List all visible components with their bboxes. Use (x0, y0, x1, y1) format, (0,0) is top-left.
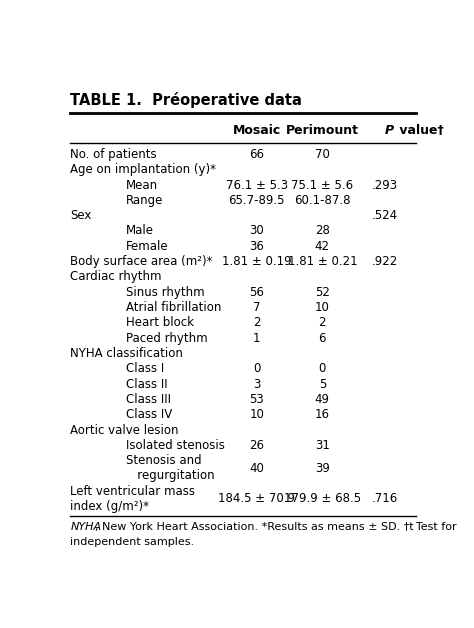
Text: independent samples.: independent samples. (70, 537, 194, 547)
Text: Left ventricular mass
index (g/m²)*: Left ventricular mass index (g/m²)* (70, 485, 195, 513)
Text: 0: 0 (253, 362, 260, 376)
Text: 65.7-89.5: 65.7-89.5 (228, 194, 285, 207)
Text: 76.1 ± 5.3: 76.1 ± 5.3 (226, 178, 288, 192)
Text: 30: 30 (249, 224, 264, 237)
Text: 5: 5 (319, 377, 326, 391)
Text: Heart block: Heart block (126, 317, 193, 329)
Text: NYHA: NYHA (70, 522, 101, 532)
Text: Sex: Sex (70, 209, 91, 222)
Text: 10: 10 (315, 301, 330, 314)
Text: 49: 49 (315, 393, 330, 406)
Text: 36: 36 (249, 240, 264, 253)
Text: 39: 39 (315, 462, 330, 475)
Text: 70: 70 (315, 148, 330, 161)
Text: 1.81 ± 0.19: 1.81 ± 0.19 (222, 255, 292, 268)
Text: 66: 66 (249, 148, 264, 161)
Text: Mean: Mean (126, 178, 158, 192)
Text: Atrial fibrillation: Atrial fibrillation (126, 301, 221, 314)
Text: Female: Female (126, 240, 168, 253)
Text: TABLE 1.  Préoperative data: TABLE 1. Préoperative data (70, 92, 302, 108)
Text: .716: .716 (371, 492, 398, 506)
Text: NYHA classification: NYHA classification (70, 347, 183, 360)
Text: Class III: Class III (126, 393, 171, 406)
Text: Body surface area (m²)*: Body surface area (m²)* (70, 255, 213, 268)
Text: 42: 42 (315, 240, 330, 253)
Text: Aortic valve lesion: Aortic valve lesion (70, 423, 179, 436)
Text: 26: 26 (249, 439, 264, 452)
Text: 10: 10 (249, 408, 264, 421)
Text: Isolated stenosis: Isolated stenosis (126, 439, 224, 452)
Text: Range: Range (126, 194, 163, 207)
Text: 184.5 ± 70.9: 184.5 ± 70.9 (218, 492, 295, 506)
Text: , New York Heart Association. *Results as means ± SD. †t Test for: , New York Heart Association. *Results a… (95, 522, 457, 532)
Text: Age on implantation (y)*: Age on implantation (y)* (70, 163, 216, 176)
Text: 6: 6 (319, 332, 326, 345)
Text: 31: 31 (315, 439, 330, 452)
Text: 2: 2 (253, 317, 261, 329)
Text: P: P (384, 124, 393, 137)
Text: Perimount: Perimount (286, 124, 359, 137)
Text: 28: 28 (315, 224, 330, 237)
Text: 53: 53 (249, 393, 264, 406)
Text: 1.81 ± 0.21: 1.81 ± 0.21 (288, 255, 357, 268)
Text: .922: .922 (371, 255, 398, 268)
Text: Stenosis and
   regurgitation: Stenosis and regurgitation (126, 454, 214, 482)
Text: 3: 3 (253, 377, 260, 391)
Text: 0: 0 (319, 362, 326, 376)
Text: .524: .524 (372, 209, 398, 222)
Text: 75.1 ± 5.6: 75.1 ± 5.6 (292, 178, 354, 192)
Text: value†: value† (395, 124, 444, 137)
Text: 60.1-87.8: 60.1-87.8 (294, 194, 351, 207)
Text: No. of patients: No. of patients (70, 148, 157, 161)
Text: 52: 52 (315, 286, 330, 299)
Text: Cardiac rhythm: Cardiac rhythm (70, 271, 162, 283)
Text: Male: Male (126, 224, 154, 237)
Text: 16: 16 (315, 408, 330, 421)
Text: Class IV: Class IV (126, 408, 172, 421)
Text: Mosaic: Mosaic (233, 124, 281, 137)
Text: 56: 56 (249, 286, 264, 299)
Text: .293: .293 (372, 178, 398, 192)
Text: 7: 7 (253, 301, 261, 314)
Text: Class I: Class I (126, 362, 164, 376)
Text: 2: 2 (319, 317, 326, 329)
Text: Class II: Class II (126, 377, 167, 391)
Text: Sinus rhythm: Sinus rhythm (126, 286, 204, 299)
Text: 40: 40 (249, 462, 264, 475)
Text: 179.9 ± 68.5: 179.9 ± 68.5 (284, 492, 361, 506)
Text: Paced rhythm: Paced rhythm (126, 332, 207, 345)
Text: 1: 1 (253, 332, 261, 345)
